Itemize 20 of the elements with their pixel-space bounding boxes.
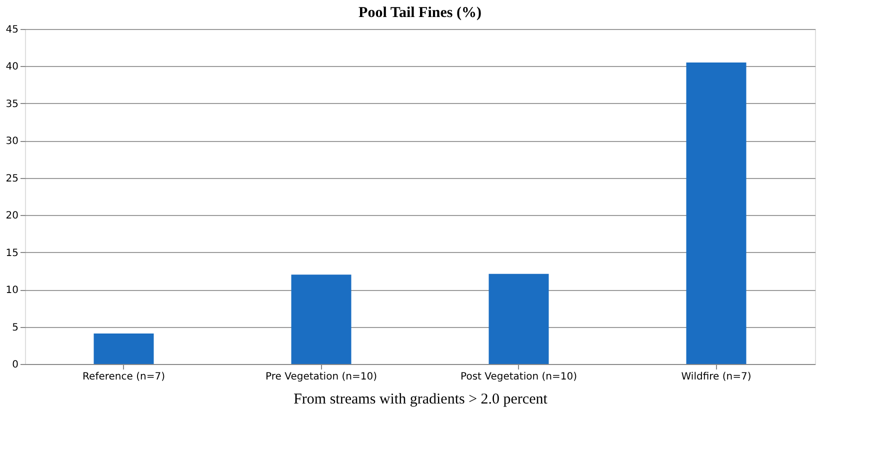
y-tick-label: 30 [6, 136, 18, 148]
bar [488, 274, 549, 364]
y-tick-label: 45 [6, 24, 18, 36]
y-tick-label: 40 [6, 62, 18, 73]
y-tick-label: 25 [6, 173, 18, 184]
x-tick-label: Post Vegetation (n=10) [460, 372, 578, 382]
y-tick-label: 5 [12, 322, 18, 334]
bar [94, 333, 154, 364]
y-tick-label: 35 [6, 98, 18, 110]
y-tick-label: 20 [6, 210, 18, 222]
x-tick-label: Wildfire (n=7) [681, 372, 752, 382]
y-tick-label: 10 [6, 285, 18, 296]
x-tick-label: Reference (n=7) [82, 372, 166, 382]
bar [291, 274, 352, 364]
y-tick-label: 15 [6, 248, 18, 259]
chart-title: Pool Tail Fines (%) [358, 5, 482, 21]
y-tick-label: 0 [12, 360, 18, 370]
x-tick-label: Pre Vegetation (n=10) [266, 372, 378, 382]
x-axis-title: From streams with gradients > 2.0 percent [294, 392, 548, 408]
bar [686, 62, 746, 364]
